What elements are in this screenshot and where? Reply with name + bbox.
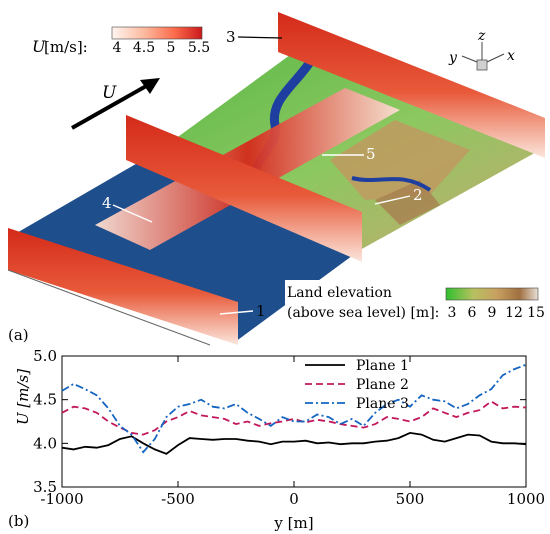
- legend-label-plane-3: Plane 3: [356, 396, 409, 412]
- plane-label-1: 1: [256, 302, 266, 320]
- land-colorbar-tick: 3: [448, 305, 457, 321]
- plane-2-leader: [374, 195, 411, 205]
- plane-label-4: 4: [102, 194, 112, 212]
- land-colorbar-ticks: 3 6 9 12 15: [448, 305, 545, 321]
- series-line-plane-2: [61, 400, 527, 436]
- triad-y-label: y: [448, 50, 458, 66]
- x-tick-label: 500: [396, 490, 425, 508]
- y-tick-label: 4.5: [33, 391, 57, 409]
- land-colorbar-label-2: (above sea level) [m]:: [287, 305, 439, 321]
- triad-x-label: x: [507, 48, 515, 64]
- plane-1-leader: [219, 310, 254, 315]
- river-branch: [351, 176, 432, 192]
- x-tick-label: -500: [161, 490, 195, 508]
- land-colorbar: [445, 287, 539, 301]
- series-line-plane-1: [61, 431, 527, 455]
- panel-b-chart: 3.54.04.55.0 -1000 -500 0 500 1000 Plane 1Pl…: [8, 347, 545, 532]
- colorbar-u-ticks: 4 4.5 5 5.5: [113, 40, 211, 56]
- plane-3-leader: [237, 36, 283, 39]
- panel-a-label: (a): [8, 326, 29, 344]
- colorbar-u-tick: 5.5: [188, 40, 210, 56]
- x-tick-label: 1000: [507, 490, 545, 508]
- land-colorbar-tick: 6: [468, 305, 477, 321]
- colorbar-u-symbol: U: [32, 37, 46, 56]
- colorbar-u-tick: 5: [167, 40, 176, 56]
- land-colorbar-tick: 9: [488, 305, 497, 321]
- y-tick-label: 5.0: [33, 347, 57, 365]
- land-colorbar-label-1: Land elevation: [287, 285, 392, 301]
- ground-edge: [7, 269, 211, 346]
- plane-label-5: 5: [366, 145, 376, 163]
- colorbar-u-tick: 4: [113, 40, 122, 56]
- land-colorbar-backdrop: [285, 280, 547, 324]
- y-axis-label: U [m/s]: [14, 369, 32, 425]
- plane-2: [126, 115, 362, 262]
- triad-x-axis: [486, 53, 505, 63]
- series-line-plane-3: [61, 363, 527, 454]
- plane-1: [8, 228, 238, 345]
- triad-y-axis: [461, 55, 478, 63]
- land-colorbar-tick: 12: [505, 305, 523, 321]
- plane-3: [278, 12, 545, 158]
- colorbar-u-unit: [m/s]:: [44, 38, 88, 56]
- triad-cube: [476, 59, 488, 71]
- panel-a-scene: 3 4 5 2 1 U U [m/s]: 4 4.5 5 5.5 z y x: [7, 12, 547, 346]
- legend: Plane 1 Plane 2 Plane 3: [305, 358, 409, 412]
- flow-arrow: [71, 83, 149, 130]
- flow-arrow-label: U: [102, 83, 117, 103]
- colorbar-u-tick: 4.5: [133, 40, 155, 56]
- axes-triad: z y x: [448, 28, 515, 71]
- colorbar-u: [111, 26, 203, 40]
- x-axis-label: y [m]: [273, 514, 313, 532]
- flow-arrow-head: [140, 78, 160, 94]
- y-ticks: 3.5 4.0 4.5 5.0: [33, 347, 526, 496]
- land-colorbar-tick: 15: [527, 305, 545, 321]
- sea-surface: [8, 150, 360, 342]
- legend-label-plane-1: Plane 1: [356, 358, 409, 374]
- series-group: [61, 363, 527, 455]
- plane-label-2: 2: [413, 186, 423, 204]
- plot-frame: [61, 355, 527, 488]
- panel-b-label: (b): [8, 512, 29, 530]
- plane-label-3: 3: [226, 28, 236, 46]
- x-tick-label: -1000: [40, 490, 83, 508]
- legend-label-plane-2: Plane 2: [356, 377, 409, 393]
- triad-z-label: z: [477, 28, 486, 44]
- y-tick-label: 3.5: [33, 478, 57, 496]
- plane-4-leader: [112, 204, 153, 223]
- x-ticks: -1000 -500 0 500 1000: [40, 356, 545, 508]
- x-tick-label: 0: [289, 490, 299, 508]
- highland-patch-2: [375, 180, 440, 225]
- y-tick-label: 4.0: [33, 434, 57, 452]
